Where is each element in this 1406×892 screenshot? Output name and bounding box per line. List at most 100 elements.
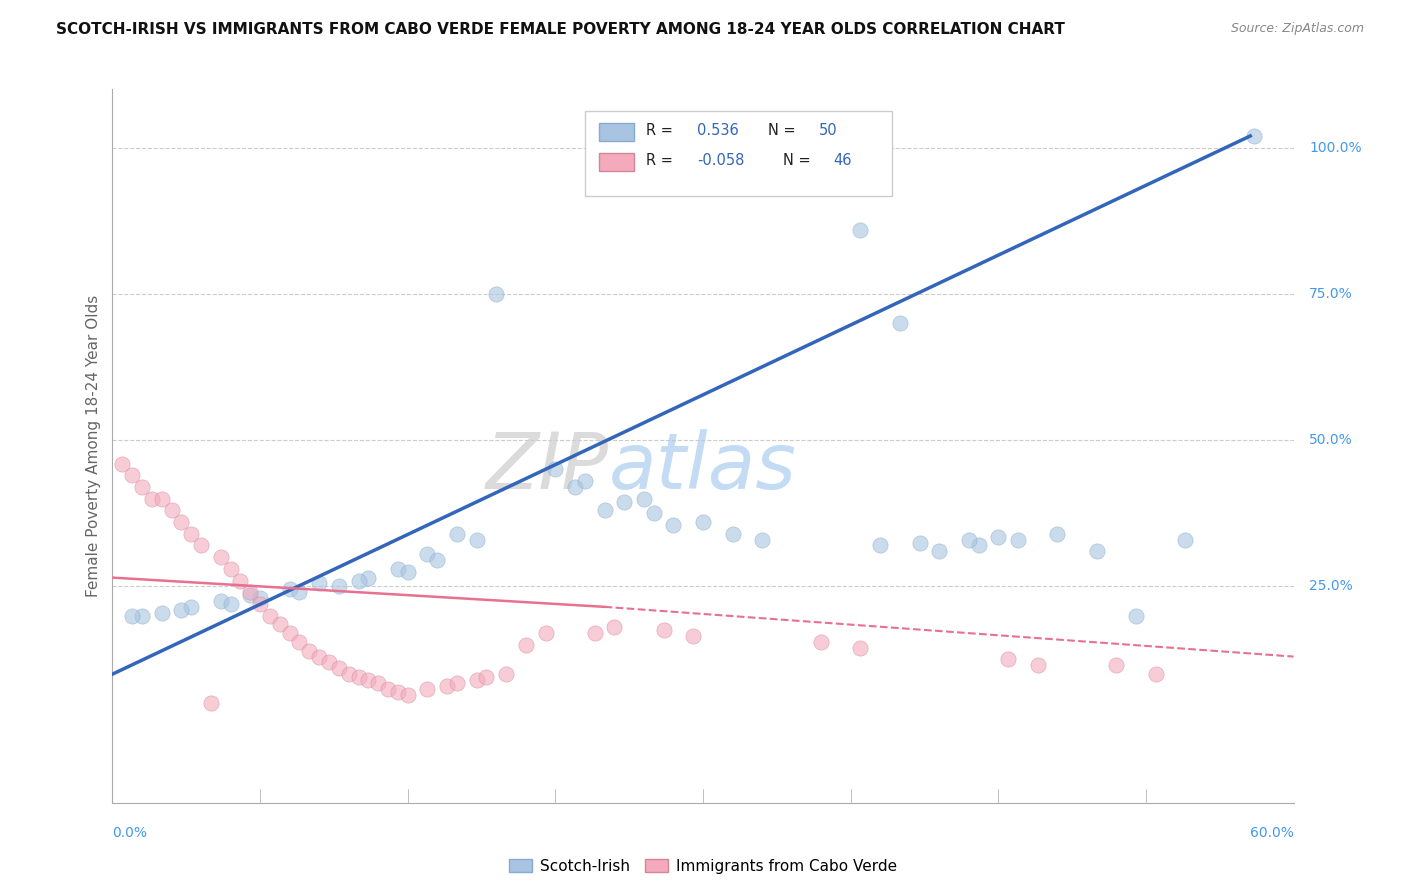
Point: [613, 494, 636, 508]
Point: [465, 533, 488, 547]
Point: [967, 538, 990, 552]
Point: [367, 676, 389, 690]
Point: [337, 667, 360, 681]
Bar: [599, 153, 634, 171]
Point: [1144, 667, 1167, 681]
Point: [721, 526, 744, 541]
Point: [387, 562, 409, 576]
Point: [121, 608, 143, 623]
Text: 25.0%: 25.0%: [1309, 580, 1353, 593]
Point: [269, 617, 291, 632]
Point: [603, 620, 626, 634]
Point: [515, 638, 537, 652]
Point: [357, 673, 380, 687]
Text: 0.536: 0.536: [697, 123, 738, 138]
Point: [288, 635, 311, 649]
Point: [1243, 128, 1265, 143]
Point: [426, 553, 449, 567]
Text: 46: 46: [832, 153, 852, 168]
Point: [278, 626, 301, 640]
Point: [249, 591, 271, 605]
Point: [465, 673, 488, 687]
Point: [1125, 608, 1147, 623]
Point: [869, 538, 891, 552]
Point: [229, 574, 252, 588]
Text: 75.0%: 75.0%: [1309, 287, 1353, 301]
Point: [1174, 533, 1197, 547]
Point: [308, 576, 330, 591]
Point: [170, 515, 193, 529]
Point: [849, 222, 872, 236]
Point: [219, 562, 242, 576]
Point: [121, 468, 143, 483]
Point: [544, 462, 567, 476]
Point: [593, 503, 616, 517]
Point: [682, 629, 704, 643]
Point: [957, 533, 980, 547]
Point: [810, 635, 832, 649]
Point: [1026, 658, 1049, 673]
Point: [1046, 526, 1069, 541]
Legend: Scotch-Irish, Immigrants from Cabo Verde: Scotch-Irish, Immigrants from Cabo Verde: [509, 859, 897, 873]
Point: [328, 579, 350, 593]
Point: [150, 606, 173, 620]
Point: [190, 538, 212, 552]
Point: [396, 565, 419, 579]
Point: [751, 533, 773, 547]
Point: [495, 667, 517, 681]
Point: [564, 480, 586, 494]
Point: [141, 491, 163, 506]
Point: [249, 597, 271, 611]
Point: [377, 681, 399, 696]
Point: [259, 608, 281, 623]
Point: [436, 679, 458, 693]
Point: [180, 526, 202, 541]
Text: Source: ZipAtlas.com: Source: ZipAtlas.com: [1230, 22, 1364, 36]
Point: [800, 128, 823, 143]
Point: [1105, 658, 1128, 673]
Y-axis label: Female Poverty Among 18-24 Year Olds: Female Poverty Among 18-24 Year Olds: [86, 295, 101, 597]
Point: [889, 316, 911, 330]
Text: N =: N =: [768, 123, 796, 138]
Text: 60.0%: 60.0%: [1250, 826, 1294, 840]
Point: [662, 518, 685, 533]
Text: N =: N =: [783, 153, 811, 168]
Text: R =: R =: [647, 123, 673, 138]
Point: [239, 588, 262, 602]
Text: SCOTCH-IRISH VS IMMIGRANTS FROM CABO VERDE FEMALE POVERTY AMONG 18-24 YEAR OLDS : SCOTCH-IRISH VS IMMIGRANTS FROM CABO VER…: [56, 22, 1066, 37]
Point: [446, 676, 468, 690]
Point: [416, 547, 439, 561]
Point: [534, 626, 557, 640]
Text: 50: 50: [818, 123, 838, 138]
Point: [209, 550, 232, 565]
Point: [446, 526, 468, 541]
Point: [239, 585, 262, 599]
Point: [170, 603, 193, 617]
Point: [1085, 544, 1108, 558]
Point: [396, 688, 419, 702]
Point: [347, 574, 370, 588]
Point: [328, 661, 350, 675]
Point: [574, 474, 596, 488]
Point: [180, 599, 202, 614]
Point: [928, 544, 950, 558]
Point: [849, 640, 872, 655]
Point: [219, 597, 242, 611]
Point: [298, 644, 321, 658]
Point: [692, 515, 714, 529]
Point: [583, 626, 606, 640]
Point: [987, 530, 1010, 544]
Point: [1007, 533, 1029, 547]
Point: [997, 652, 1019, 666]
Text: ZIP: ZIP: [485, 429, 609, 506]
Text: 100.0%: 100.0%: [1309, 141, 1362, 154]
Point: [416, 681, 439, 696]
Point: [150, 491, 173, 506]
Point: [820, 128, 842, 143]
Point: [200, 697, 222, 711]
Text: atlas: atlas: [609, 429, 796, 506]
Point: [347, 670, 370, 684]
Point: [387, 684, 409, 698]
Point: [131, 480, 153, 494]
FancyBboxPatch shape: [585, 111, 891, 196]
